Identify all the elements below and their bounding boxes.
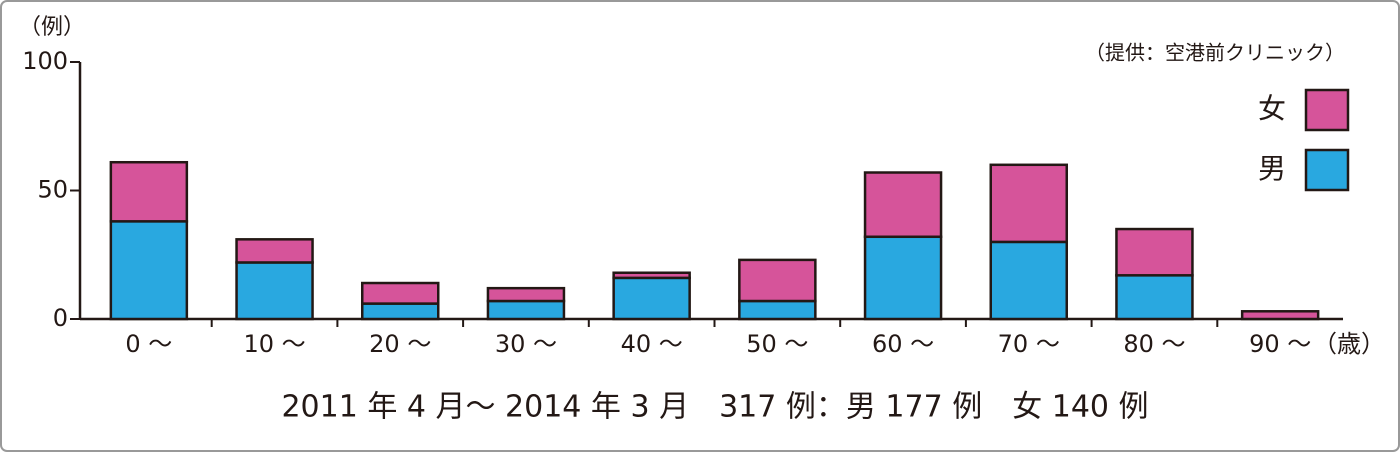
- bar-segment: [612, 276, 691, 321]
- bar-segment: [1115, 227, 1194, 277]
- bar-segment: [863, 171, 943, 239]
- x-unit: （歳）: [1313, 330, 1385, 358]
- bar-segment: [486, 299, 566, 321]
- y-tick-label: 50: [37, 176, 68, 204]
- caption: 2011 年 4 月～ 2014 年 3 月 317 例：男 177 例 女 1…: [281, 390, 1148, 425]
- x-tick-label: 90 ～: [1249, 330, 1311, 358]
- bar-segment: [738, 299, 817, 321]
- y-unit: （例）: [19, 15, 85, 40]
- bar-segment: [109, 160, 189, 223]
- x-tick-label: 20 ～: [369, 330, 431, 358]
- y-tick-label: 100: [22, 47, 68, 75]
- legend-swatch: [1304, 148, 1350, 192]
- bar-segment: [486, 286, 566, 303]
- bar-segment: [1240, 310, 1320, 321]
- bar-segment: [989, 163, 1068, 244]
- x-tick-label: 40 ～: [621, 330, 683, 358]
- bar-segment: [109, 220, 189, 321]
- x-tick-label: 70 ～: [998, 330, 1060, 358]
- bar-segment: [361, 281, 440, 305]
- y-tick-label: 0: [53, 304, 68, 332]
- bar-segment: [235, 261, 314, 321]
- x-tick-label: 10 ～: [243, 330, 305, 358]
- x-tick-label: 0 ～: [125, 330, 172, 358]
- legend-label: 男: [1258, 152, 1286, 185]
- source-note: （提供：空港前クリニック）: [1085, 41, 1345, 65]
- bar-segment: [1115, 274, 1194, 321]
- bar-segment: [863, 235, 943, 321]
- x-tick-label: 50 ～: [746, 330, 808, 358]
- x-tick-label: 80 ～: [1123, 330, 1185, 358]
- bar-segment: [235, 238, 314, 264]
- x-tick-label: 60 ～: [872, 330, 934, 358]
- bar-segment: [989, 240, 1068, 321]
- x-tick-label: 30 ～: [495, 330, 557, 358]
- bar-segment: [738, 258, 817, 303]
- bar-segment: [361, 302, 440, 321]
- bar-segment: [612, 271, 691, 280]
- legend-label: 女: [1258, 92, 1286, 125]
- legend-swatch: [1304, 88, 1350, 132]
